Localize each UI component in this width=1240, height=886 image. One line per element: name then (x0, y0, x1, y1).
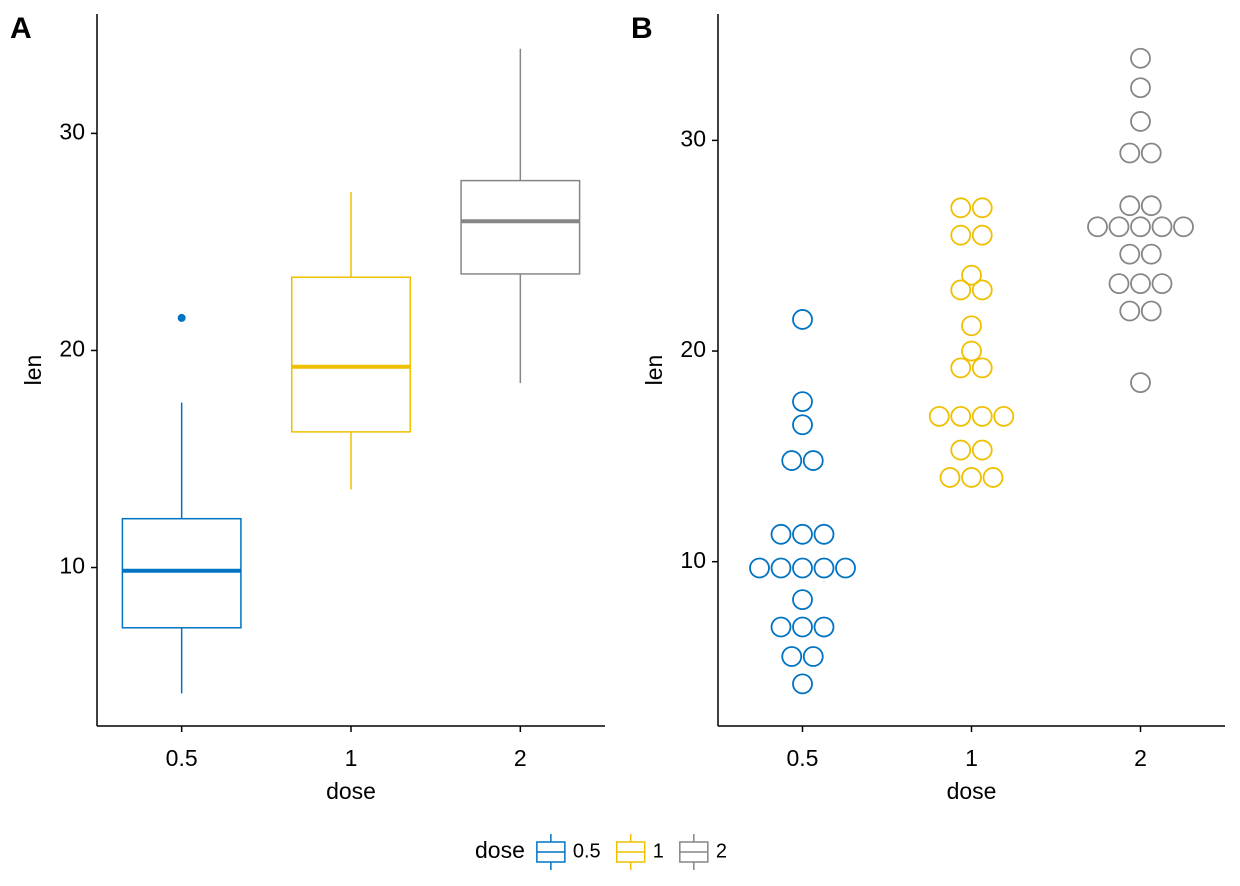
dot (1151, 273, 1173, 295)
dot (950, 357, 972, 379)
x-tick-label: 1 (965, 745, 978, 771)
legend-label: 2 (716, 840, 727, 862)
dot (749, 557, 770, 579)
dot (792, 616, 813, 638)
dot (1108, 216, 1130, 238)
dot (1130, 216, 1151, 238)
dot (781, 646, 803, 667)
dot (961, 467, 982, 488)
panel-tag: B (631, 12, 653, 45)
dot (1130, 77, 1151, 99)
dot (971, 439, 993, 461)
legend-title: dose (475, 837, 525, 863)
y-tick-label: 20 (59, 336, 85, 362)
dot (961, 264, 982, 286)
dot (792, 557, 813, 579)
dot (813, 557, 835, 579)
dot (770, 616, 792, 638)
outlier (177, 313, 186, 322)
dot (950, 224, 972, 246)
dot (950, 197, 972, 219)
dot (982, 467, 1004, 488)
dot (792, 391, 813, 412)
dot (1130, 273, 1151, 295)
dot (835, 557, 856, 579)
dot (950, 405, 972, 427)
dot (1140, 243, 1162, 265)
dot (1151, 216, 1173, 238)
x-axis-label: dose (947, 778, 997, 804)
dot (802, 646, 824, 667)
dot (770, 523, 792, 545)
dot (792, 523, 813, 545)
dot (813, 523, 835, 545)
dot (971, 224, 993, 246)
dot (1140, 300, 1162, 322)
x-tick-label: 1 (345, 745, 358, 771)
x-axis-label: dose (326, 778, 376, 804)
dot (1119, 300, 1141, 322)
y-tick-label: 20 (680, 336, 706, 362)
box (121, 517, 242, 629)
y-axis-label: len (641, 355, 667, 386)
dot (1140, 195, 1162, 217)
x-tick-label: 0.5 (787, 745, 819, 771)
dot (961, 315, 982, 337)
dot (971, 279, 993, 301)
dot (971, 357, 993, 379)
dot (792, 414, 813, 436)
dot (1087, 216, 1108, 238)
dot (1119, 142, 1141, 164)
box (460, 179, 581, 275)
dot (971, 197, 993, 219)
box (290, 276, 412, 433)
legend-label: 0.5 (573, 840, 601, 862)
dot (950, 439, 972, 461)
y-tick-label: 30 (59, 118, 85, 144)
dot (950, 279, 972, 301)
dot (792, 673, 813, 695)
legend-label: 1 (653, 840, 664, 862)
dot (1173, 216, 1194, 238)
dot (1130, 111, 1151, 132)
dot (1130, 372, 1151, 394)
dot (928, 405, 950, 427)
legend: dose 0.5 1 2 (475, 834, 727, 870)
dot (961, 340, 982, 362)
dot (971, 405, 993, 427)
dot (813, 616, 835, 638)
y-axis-label: len (20, 355, 46, 386)
x-tick-label: 2 (514, 745, 527, 771)
dot (1108, 273, 1130, 295)
dot (802, 450, 824, 471)
x-tick-label: 2 (1134, 745, 1147, 771)
dot (1140, 142, 1162, 164)
dot (781, 450, 803, 471)
dot (1119, 195, 1141, 217)
dot (1119, 243, 1141, 265)
dot (792, 589, 813, 611)
x-tick-label: 0.5 (166, 745, 198, 771)
y-tick-label: 10 (680, 547, 706, 573)
panel-tag: A (10, 12, 32, 45)
dot (993, 405, 1015, 427)
y-tick-label: 30 (680, 125, 706, 151)
dot (792, 309, 813, 330)
dot (1130, 47, 1151, 69)
dot (770, 557, 792, 579)
y-tick-label: 10 (59, 553, 85, 579)
dot (939, 467, 961, 488)
